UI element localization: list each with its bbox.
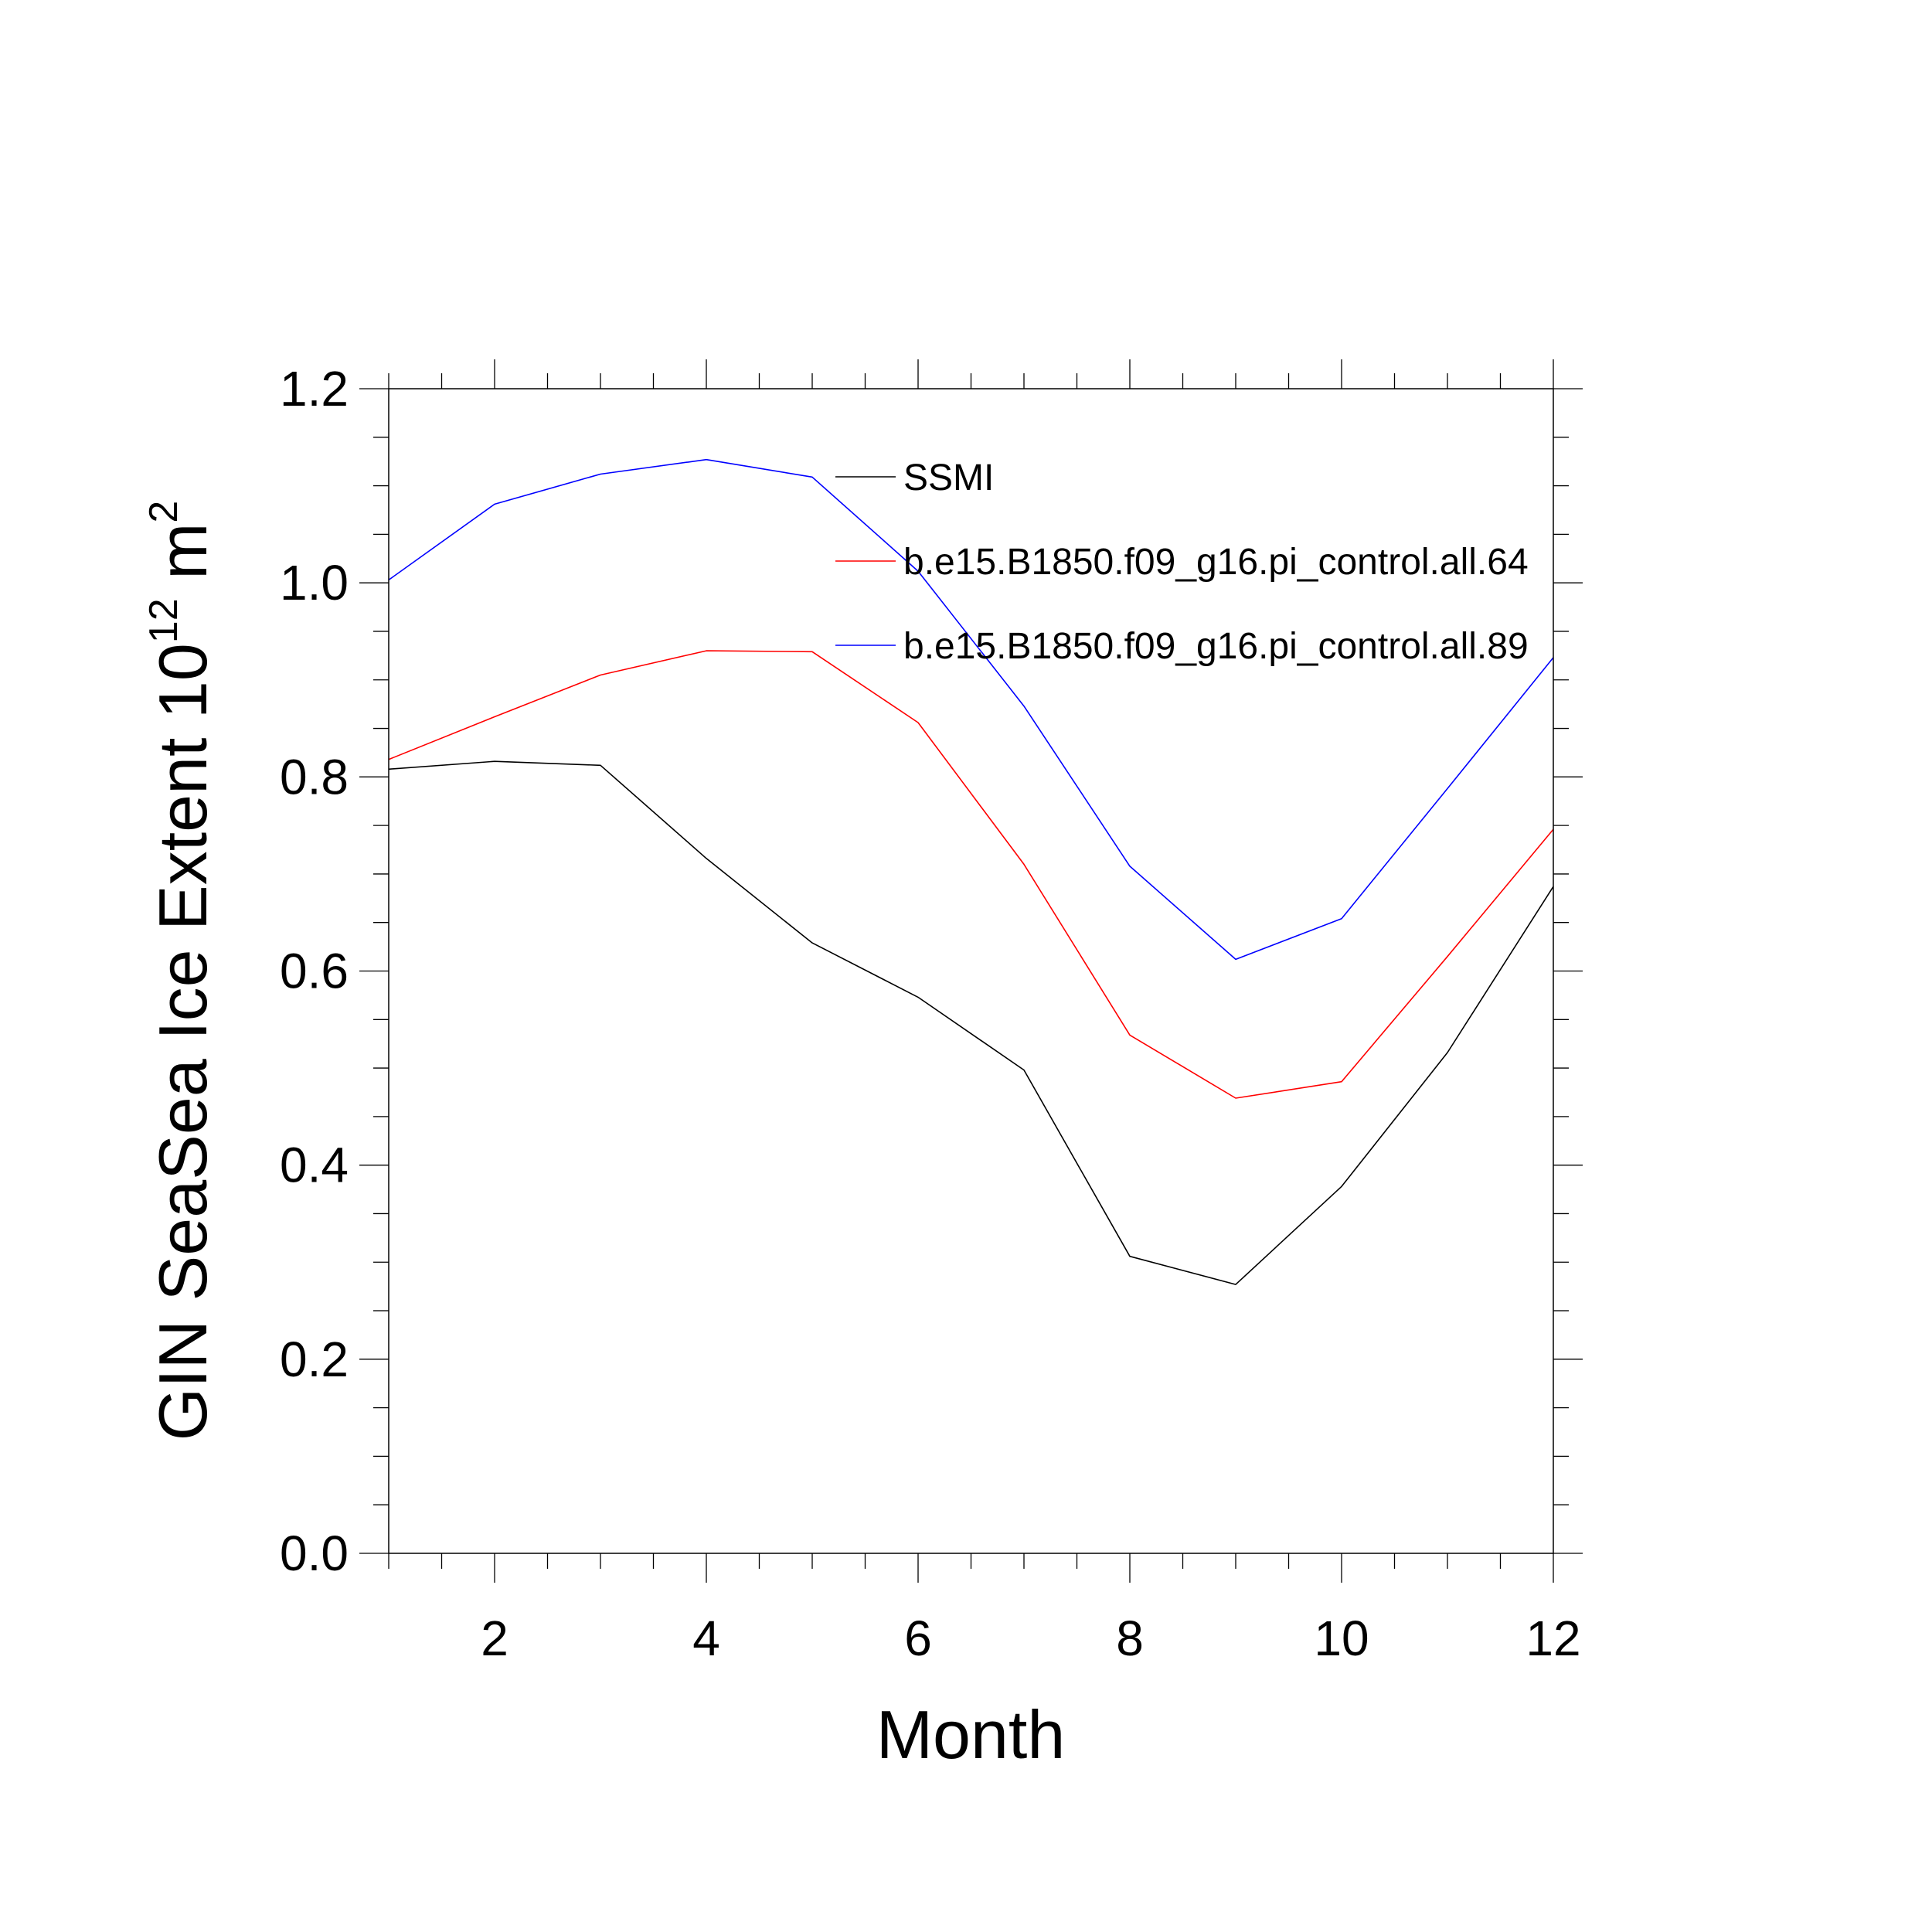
y-tick-label: 0.4 — [280, 1138, 349, 1193]
x-tick-label: 6 — [904, 1611, 932, 1666]
x-tick-label: 8 — [1116, 1611, 1144, 1666]
legend: SSMI b.e15.B1850.f09_g16.pi_control.all.6… — [835, 457, 1529, 667]
legend-label-1: SSMI — [903, 457, 994, 498]
y-tick-label: 0.6 — [280, 944, 349, 999]
y-axis-title-superscript-2: 2 — [141, 501, 186, 523]
axis-ticks — [359, 359, 1583, 1583]
x-tick-label: 2 — [481, 1611, 509, 1666]
series-line-3 — [388, 458, 1554, 961]
x-axis-title: Month — [876, 1696, 1066, 1773]
plot-frame — [388, 388, 1554, 1554]
x-tick-label: 4 — [692, 1611, 720, 1666]
series-line-1 — [388, 760, 1554, 1285]
plot-series — [388, 458, 1554, 1285]
legend-label-3: b.e15.B1850.f09_g16.pi_control.all.89 — [903, 626, 1529, 667]
y-axis-title: GIN SeaSea Ice Extent 1012 m2 — [141, 501, 221, 1441]
y-tick-label: 1.0 — [280, 555, 349, 611]
y-axis-title-unit: m — [145, 523, 221, 599]
y-tick-label: 0.0 — [280, 1526, 349, 1581]
legend-label-2: b.e15.B1850.f09_g16.pi_control.all.64 — [903, 542, 1529, 583]
x-tick-label: 10 — [1314, 1611, 1369, 1666]
y-tick-label: 0.8 — [280, 749, 349, 804]
y-tick-label: 1.2 — [280, 361, 349, 417]
x-tick-label: 12 — [1526, 1611, 1580, 1666]
series-line-2 — [388, 650, 1554, 1099]
tick-labels: 0.0 0.2 0.4 0.6 0.8 1.0 1.2 2 4 6 8 10 12 — [280, 361, 1581, 1666]
y-axis-title-main: GIN SeaSea Ice Extent 10 — [145, 643, 221, 1440]
y-tick-label: 0.2 — [280, 1332, 349, 1387]
y-axis-title-superscript-1: 12 — [141, 598, 186, 643]
